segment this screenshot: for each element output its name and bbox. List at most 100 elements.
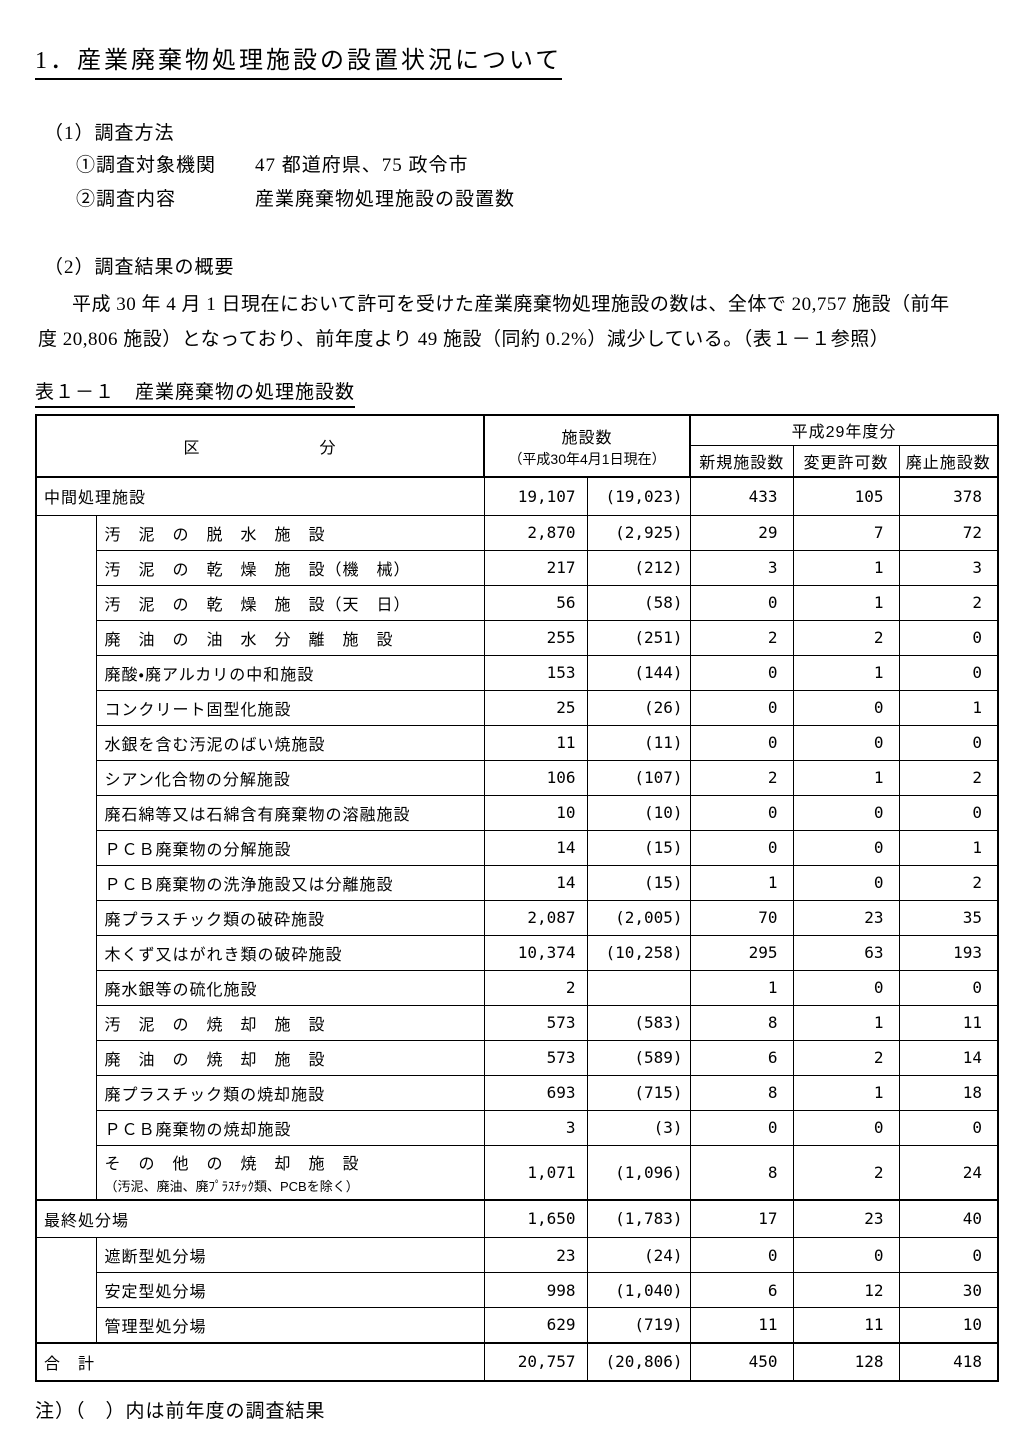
change-count: 0 — [792, 1109, 900, 1146]
facility-count-prev: (144) — [586, 654, 691, 691]
facility-count: 19,107 — [483, 476, 588, 516]
new-count: 0 — [689, 1109, 794, 1146]
row-label: シアン化合物の分解施設 — [95, 759, 485, 796]
row-label: 合 計 — [35, 1341, 485, 1381]
new-count: 3 — [689, 549, 794, 586]
facility-count-prev: (715) — [586, 1074, 691, 1111]
facility-count: 10,374 — [483, 934, 588, 971]
facility-count-prev: (15) — [586, 864, 691, 901]
facility-count-prev: (719) — [586, 1307, 691, 1343]
facility-count: 998 — [483, 1272, 588, 1308]
abolish-count: 0 — [898, 619, 999, 656]
row-label: 木くず又はがれき類の破砕施設 — [95, 934, 485, 971]
change-count: 0 — [792, 1237, 900, 1273]
change-count: 2 — [792, 1144, 900, 1200]
table-row: 汚 泥 の 焼 却 施 設 573 (583) 8 1 11 — [36, 1004, 999, 1041]
facility-count: 2,870 — [483, 514, 588, 551]
table-row: ＰＣＢ廃棄物の分解施設 14 (15) 0 0 1 — [36, 829, 999, 866]
new-count: 0 — [689, 724, 794, 761]
facility-count-prev: (58) — [586, 584, 691, 621]
abolish-count: 418 — [898, 1341, 999, 1381]
row-label: 安定型処分場 — [95, 1272, 485, 1308]
header-change-permits: 変更許可数 — [792, 444, 900, 478]
abolish-count: 30 — [898, 1272, 999, 1308]
new-count: 1 — [689, 864, 794, 901]
new-count: 8 — [689, 1074, 794, 1111]
facility-count: 217 — [483, 549, 588, 586]
row-label: 中間処理施設 — [35, 476, 485, 516]
row-label: 廃 油 の 焼 却 施 設 — [95, 1039, 485, 1076]
change-count: 1 — [792, 1004, 900, 1041]
header-facility-count-line2: （平成30年4月1日現在） — [508, 450, 666, 467]
facility-count-prev: (11) — [586, 724, 691, 761]
change-count: 0 — [792, 969, 900, 1006]
facility-count: 1,650 — [483, 1198, 588, 1238]
survey-content-value: 産業廃棄物処理施設の設置数 — [255, 189, 516, 210]
new-count: 2 — [689, 619, 794, 656]
new-count: 1 — [689, 969, 794, 1006]
row-label: 廃プラスチック類の破砕施設 — [95, 899, 485, 936]
table-row: シアン化合物の分解施設 106 (107) 2 1 2 — [36, 759, 999, 796]
table-row-total: 合 計 20,757 (20,806) 450 128 418 — [35, 1341, 999, 1381]
abolish-count: 3 — [898, 549, 999, 586]
table-row: 汚 泥 の 乾 燥 施 設（機 械） 217 (212) 3 1 3 — [36, 549, 999, 586]
survey-target-label: ①調査対象機関 — [76, 155, 217, 176]
survey-target-row: ①調査対象機関 47 都道府県、75 政令市 — [76, 153, 1036, 179]
row-label: 遮断型処分場 — [95, 1237, 485, 1273]
survey-content-row: ②調査内容 産業廃棄物処理施設の設置数 — [76, 187, 1036, 213]
facility-count-prev: (212) — [586, 549, 691, 586]
table-row: 水銀を含む汚泥のばい焼施設 11 (11) 0 0 0 — [36, 724, 999, 761]
row-label: 汚 泥 の 乾 燥 施 設（天 日） — [95, 584, 485, 621]
row-label-line2: （汚泥、廃油、廃ﾌﾟﾗｽﾁｯｸ類、PCBを除く） — [104, 1178, 359, 1194]
facility-count-prev: (2,005) — [586, 899, 691, 936]
change-count: 23 — [792, 1198, 900, 1238]
facility-count-prev: (589) — [586, 1039, 691, 1076]
table-row: ＰＣＢ廃棄物の洗浄施設又は分離施設 14 (15) 1 0 2 — [36, 864, 999, 901]
table-row: 遮断型処分場 23 (24) 0 0 0 — [35, 1237, 999, 1343]
survey-target-value: 47 都道府県、75 政令市 — [255, 155, 469, 176]
row-label: コンクリート固型化施設 — [95, 689, 485, 726]
new-count: 0 — [689, 1237, 794, 1273]
facility-count-prev: (10,258) — [586, 934, 691, 971]
abolish-count: 1 — [898, 689, 999, 726]
table-header-row-2: 新規施設数 変更許可数 廃止施設数 — [36, 444, 999, 478]
change-count: 23 — [792, 899, 900, 936]
row-label: 汚 泥 の 焼 却 施 設 — [95, 1004, 485, 1041]
new-count: 433 — [689, 476, 794, 516]
row-label: 水銀を含む汚泥のばい焼施設 — [95, 724, 485, 761]
facility-count: 106 — [483, 759, 588, 796]
facility-count-prev: (15) — [586, 829, 691, 866]
new-count: 0 — [689, 689, 794, 726]
new-count: 0 — [689, 584, 794, 621]
facility-count-prev: (3) — [586, 1109, 691, 1146]
change-count: 1 — [792, 1074, 900, 1111]
new-count: 0 — [689, 794, 794, 831]
facility-count-prev: (1,783) — [586, 1198, 691, 1238]
new-count: 29 — [689, 514, 794, 551]
facility-count-prev: (24) — [586, 1237, 691, 1273]
table-footnote: 注）（ ）内は前年度の調査結果 — [35, 1400, 326, 1422]
row-label: 最終処分場 — [35, 1198, 485, 1238]
table-row: 汚 泥 の 脱 水 施 設 2,870 (2,925) 29 7 72 — [35, 514, 999, 1200]
summary-line-1: 平成 30 年 4 月 1 日現在において許可を受けた産業廃棄物処理施設の数は、… — [72, 294, 950, 315]
row-label: 汚 泥 の 脱 水 施 設 — [95, 514, 485, 551]
table-row: 管理型処分場 629 (719) 11 11 10 — [36, 1307, 999, 1343]
facility-count: 1,071 — [483, 1144, 588, 1200]
facility-count: 11 — [483, 724, 588, 761]
table-row: 廃酸・廃アルカリの中和施設 153 (144) 0 1 0 — [36, 654, 999, 691]
facility-count-prev: (1,040) — [586, 1272, 691, 1308]
row-label: 汚 泥 の 乾 燥 施 設（機 械） — [95, 549, 485, 586]
section-survey-method: （1）調査方法 ①調査対象機関 47 都道府県、75 政令市 ②調査内容 産業廃棄物… — [0, 118, 1036, 213]
change-count: 1 — [792, 549, 900, 586]
row-label: 廃 油 の 油 水 分 離 施 設 — [95, 619, 485, 656]
table-row: ＰＣＢ廃棄物の焼却施設 3 (3) 0 0 0 — [36, 1109, 999, 1146]
abolish-count: 14 — [898, 1039, 999, 1076]
abolish-count: 193 — [898, 934, 999, 971]
change-count: 1 — [792, 654, 900, 691]
new-count: 11 — [689, 1307, 794, 1343]
row-label: ＰＣＢ廃棄物の洗浄施設又は分離施設 — [95, 864, 485, 901]
change-count: 128 — [792, 1341, 900, 1381]
table-row: 最終処分場 1,650 (1,783) 17 23 40 — [35, 1198, 999, 1238]
table-caption: 表１－１ 産業廃棄物の処理施設数 — [35, 377, 356, 408]
